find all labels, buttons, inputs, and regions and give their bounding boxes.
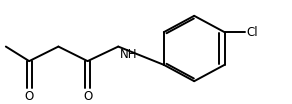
Text: O: O: [25, 90, 34, 103]
Text: NH: NH: [120, 48, 137, 61]
Text: Cl: Cl: [246, 26, 258, 39]
Text: O: O: [83, 90, 92, 103]
